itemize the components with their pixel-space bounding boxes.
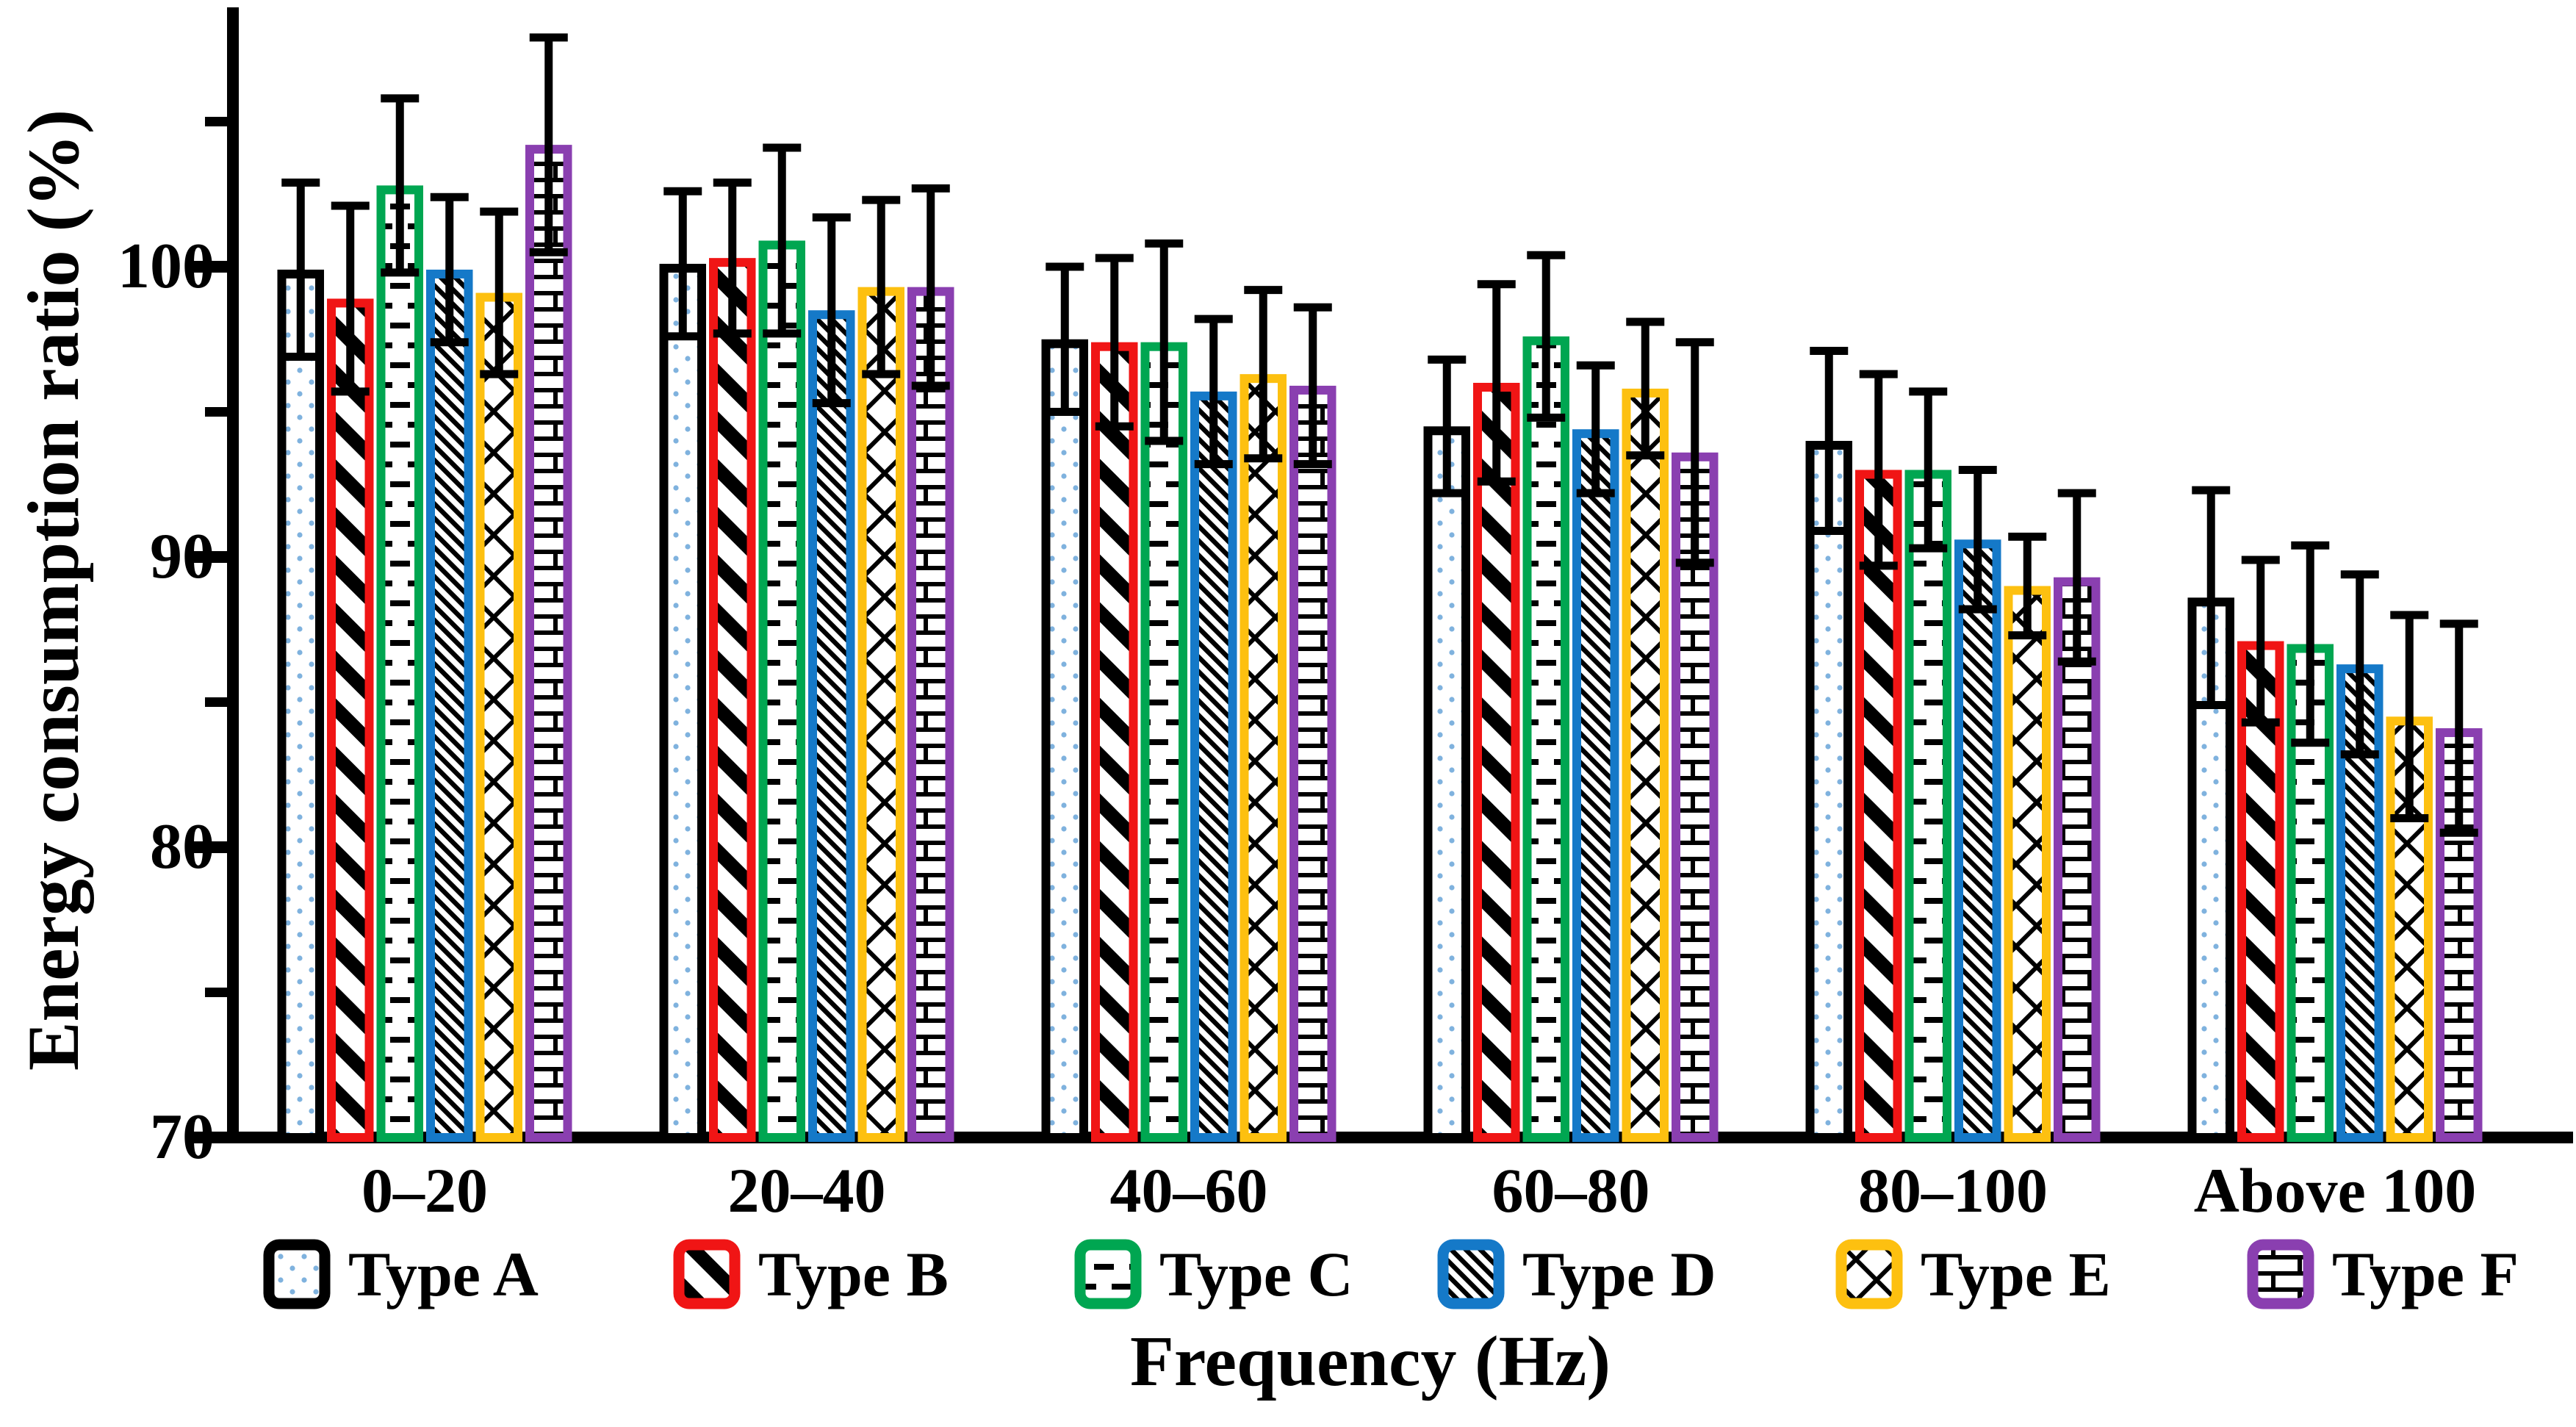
legend-swatch-icon [1835,1239,1903,1309]
legend-swatch-icon [263,1239,331,1309]
bar [1572,429,1619,1142]
legend-label: Type D [1522,1239,1716,1309]
legend-label: Type A [348,1239,539,1309]
x-tick-label: 40–60 [1109,1155,1268,1226]
x-tick-label: 60–80 [1492,1155,1650,1226]
bar [1805,441,1852,1142]
bar [525,145,572,1143]
legend-swatch-icon [673,1239,741,1309]
bar [475,292,522,1142]
legend-item: Type E [1835,1237,2111,1311]
bar [277,269,324,1143]
bar [1423,426,1470,1142]
bar [857,287,904,1142]
legend-label: Type B [758,1239,949,1309]
bar [327,298,374,1143]
bar [376,185,423,1142]
y-tick-label: 100 [118,231,215,302]
y-tick-label: 70 [150,1101,215,1173]
legend-item: Type B [673,1237,949,1311]
y-tick-label: 90 [150,521,215,592]
y-tick-label: 80 [150,811,215,883]
bar [907,287,954,1142]
bar [1190,391,1237,1142]
bar [2004,586,2051,1142]
bar [1091,342,1138,1143]
bar [758,240,805,1143]
x-axis-title: Frequency (Hz) [1129,1322,1611,1401]
bar [1622,388,1669,1142]
legend-label: Type C [1159,1239,1353,1309]
x-tick-label: 80–100 [1858,1155,2048,1226]
bar [1140,342,1187,1143]
legend-swatch-icon [2247,1239,2314,1309]
legend: Type A Type B Type C Type D Type E Type F [0,1237,2576,1311]
bar [1289,385,1336,1142]
bar [2237,641,2284,1142]
bar [1954,539,2001,1142]
bar [1904,470,1951,1142]
x-tick-label: Above 100 [2193,1155,2477,1226]
bar [1522,336,1569,1142]
bar [1855,470,1902,1142]
legend-item: Type F [2247,1237,2519,1311]
bar [659,264,706,1142]
legend-label: Type E [1921,1239,2111,1309]
legend-item: Type C [1074,1237,1353,1311]
legend-swatch-icon [1437,1239,1505,1309]
legend-swatch-icon [1074,1239,1142,1309]
bar [1240,374,1287,1142]
legend-item: Type D [1437,1237,1716,1311]
bar [808,310,855,1142]
bar [1473,383,1520,1142]
bar [426,269,473,1143]
x-tick-label: 0–20 [361,1155,488,1226]
legend-label: Type F [2332,1239,2519,1309]
bar [1041,339,1088,1142]
bar [709,258,756,1142]
legend-item: Type A [263,1237,539,1311]
x-tick-label: 20–40 [727,1155,886,1226]
